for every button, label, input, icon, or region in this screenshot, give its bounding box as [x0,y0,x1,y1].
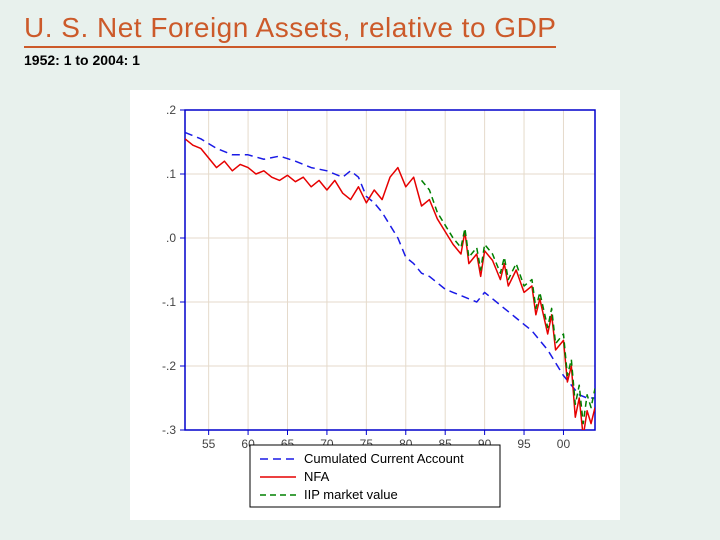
ytick-label: -.2 [162,359,176,373]
chart-container: -.3-.2-.1.0.1.255606570758085909500Cumul… [130,90,620,520]
ytick-label: .1 [166,167,176,181]
line-chart: -.3-.2-.1.0.1.255606570758085909500Cumul… [130,90,620,520]
ytick-label: .2 [166,103,176,117]
legend-label: IIP market value [304,487,398,502]
xtick-label: 55 [202,437,216,451]
legend-label: NFA [304,469,330,484]
slide: U. S. Net Foreign Assets, relative to GD… [0,0,720,540]
ytick-label: -.3 [162,423,176,437]
slide-title: U. S. Net Foreign Assets, relative to GD… [24,12,556,48]
slide-subtitle: 1952: 1 to 2004: 1 [24,52,140,68]
ytick-label: -.1 [162,295,176,309]
legend-label: Cumulated Current Account [304,451,464,466]
xtick-label: 95 [517,437,531,451]
xtick-label: 00 [557,437,571,451]
ytick-label: .0 [166,231,176,245]
